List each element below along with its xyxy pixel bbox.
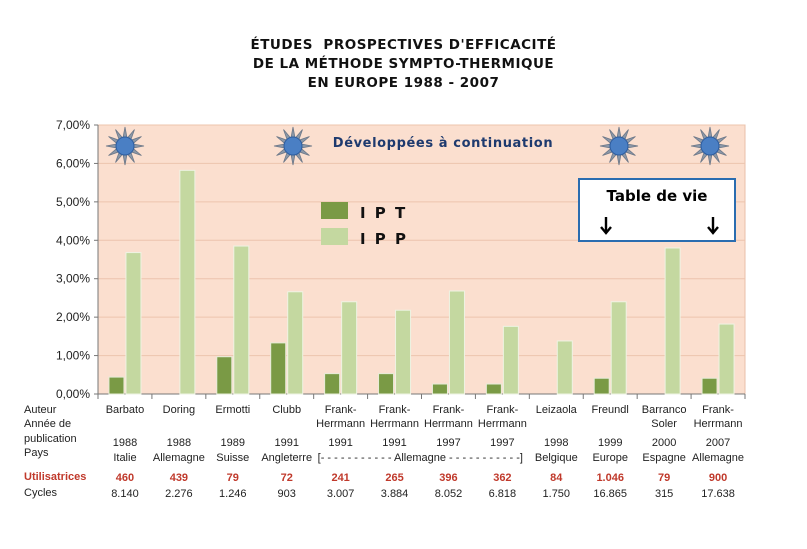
y-tick-label: 4,00%: [56, 233, 90, 247]
bar-ipt: [270, 342, 287, 395]
bar-ipp: [179, 169, 196, 395]
y-tick-label: 5,00%: [56, 195, 90, 209]
bar-ipp: [718, 323, 735, 395]
chart-title: ÉTUDES PROSPECTIVES D'EFFICACITÉ DE LA M…: [0, 36, 807, 93]
callout-text: Table de vie: [607, 187, 708, 205]
bar-ipt: [324, 373, 341, 395]
legend-swatch-ipp: [321, 228, 348, 245]
bar-ipp: [610, 301, 627, 395]
bar-ipp: [502, 325, 519, 395]
bar-ipp: [556, 340, 573, 395]
legend-label-ipp: I P P: [360, 230, 408, 248]
legend-swatch-ipt: [321, 202, 348, 219]
bar-ipt: [701, 377, 718, 395]
bar-ipt: [216, 356, 233, 395]
bar-ipt: [378, 373, 395, 395]
star-center: [609, 136, 629, 156]
star-center: [283, 136, 303, 156]
bar-ipp: [233, 245, 250, 395]
bar-ipt: [485, 383, 502, 395]
legend-label-ipt: I P T: [360, 204, 407, 222]
bar-ipt: [593, 377, 610, 395]
y-tick-label: 0,00%: [56, 387, 90, 401]
bar-ipp: [125, 252, 142, 395]
y-tick-label: 3,00%: [56, 272, 90, 286]
bar-ipp: [341, 301, 358, 395]
y-tick-label: 7,00%: [56, 118, 90, 132]
y-tick-label: 6,00%: [56, 156, 90, 170]
y-tick-label: 1,00%: [56, 349, 90, 363]
star-center: [700, 136, 720, 156]
down-arrow-head: [707, 226, 719, 235]
bar-ipp: [287, 291, 304, 395]
bar-ipt: [431, 383, 448, 395]
title-line-2: DE LA MÉTHODE SYMPTO-THERMIQUE: [252, 56, 555, 72]
banner-text: Développées à continuation: [333, 136, 553, 151]
title-line-3: EN EUROPE 1988 - 2007: [307, 75, 500, 91]
y-tick-label: 2,00%: [56, 310, 90, 324]
bar-ipt: [108, 376, 125, 395]
bar-ipp: [448, 290, 465, 395]
bar-ipp: [664, 247, 681, 395]
bar-ipp: [395, 309, 412, 395]
star-center: [115, 136, 135, 156]
title-line-1: ÉTUDES PROSPECTIVES D'EFFICACITÉ: [250, 37, 557, 53]
down-arrow-head: [600, 226, 612, 235]
